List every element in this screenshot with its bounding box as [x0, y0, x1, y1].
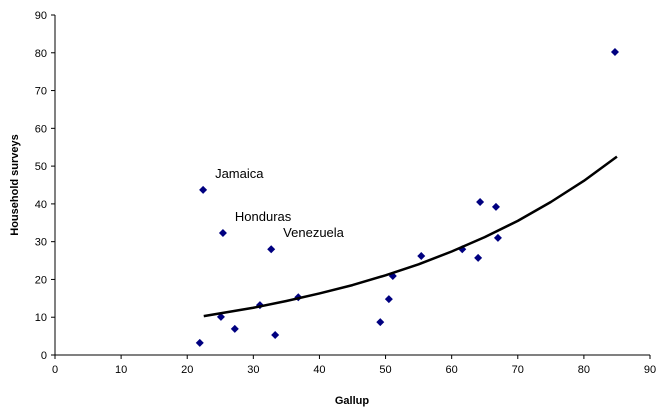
x-tick-label: 40	[313, 364, 325, 376]
y-axis-title: Household surveys	[9, 134, 21, 235]
point	[199, 185, 208, 194]
x-tick-label: 10	[115, 364, 127, 376]
y-tick-label: 90	[35, 10, 47, 22]
x-tick-label: 20	[181, 364, 193, 376]
point	[195, 338, 204, 347]
point	[610, 48, 619, 57]
point	[476, 198, 485, 206]
point	[474, 253, 483, 262]
y-tick-label: 40	[35, 199, 47, 211]
point	[417, 252, 426, 261]
trendline	[203, 155, 618, 318]
point	[218, 228, 227, 237]
point-label: Honduras	[235, 209, 292, 224]
point	[491, 202, 500, 211]
x-tick-label: 30	[247, 364, 259, 376]
x-tick-label: 60	[446, 364, 458, 376]
x-axis-title: Gallup	[335, 395, 370, 407]
y-tick-label: 0	[41, 350, 47, 362]
y-tick-label: 80	[35, 48, 47, 60]
point	[216, 312, 225, 321]
point	[267, 245, 276, 254]
x-tick-label: 90	[644, 364, 656, 376]
x-tick-label: 80	[578, 364, 590, 376]
y-tick-label: 70	[35, 86, 47, 98]
y-tick-label: 20	[35, 274, 47, 286]
point	[376, 318, 385, 327]
y-tick-label: 10	[35, 312, 47, 324]
point-label: Venezuela	[283, 225, 344, 240]
x-tick-label: 0	[52, 364, 58, 376]
point	[384, 295, 393, 304]
y-tick-label: 30	[35, 237, 47, 249]
point	[230, 324, 239, 333]
x-tick-label: 50	[379, 364, 391, 376]
point	[271, 330, 280, 339]
y-tick-label: 50	[35, 161, 47, 173]
y-tick-label: 60	[35, 123, 47, 135]
point-label: Jamaica	[215, 166, 264, 181]
point	[493, 233, 502, 242]
x-tick-label: 70	[512, 364, 524, 376]
